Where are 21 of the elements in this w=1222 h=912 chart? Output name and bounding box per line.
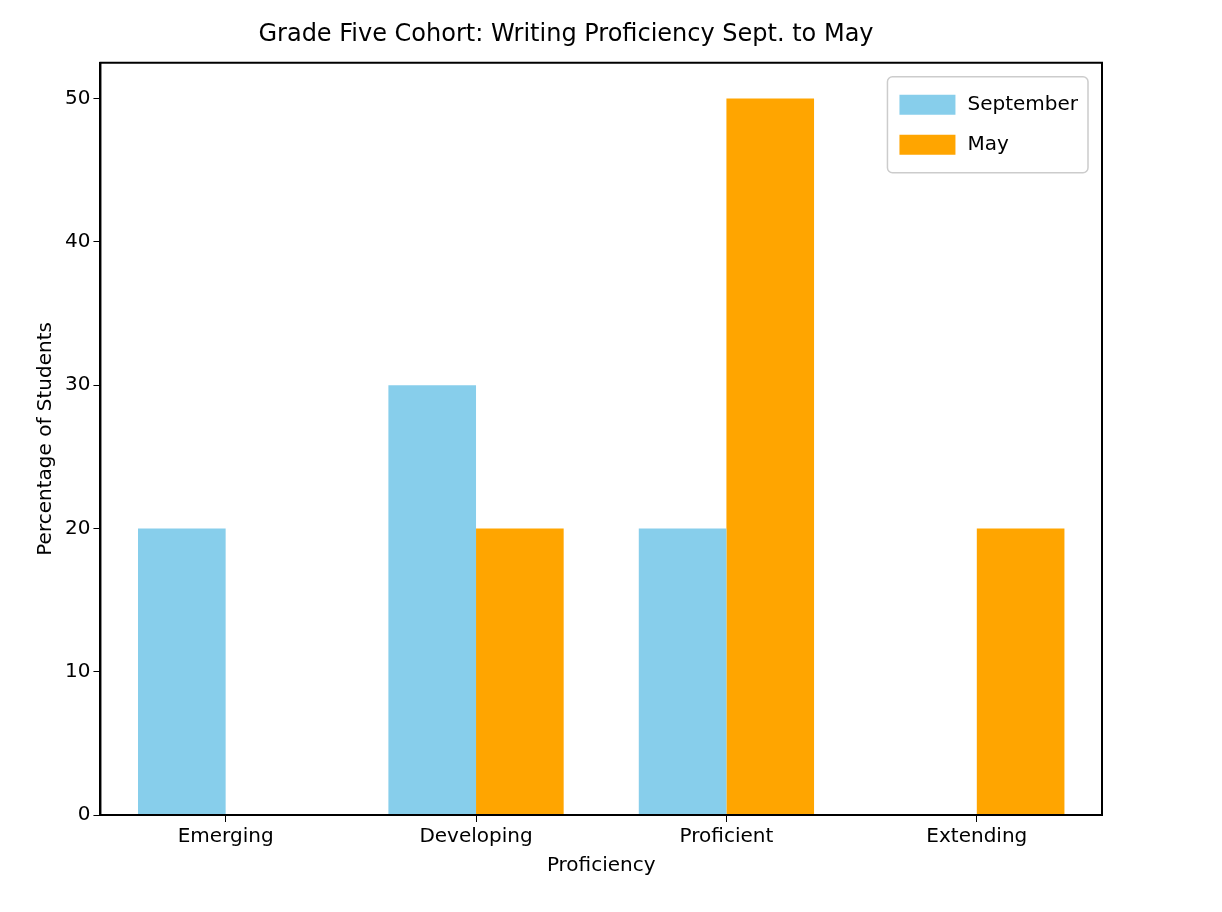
x-tick-label: Proficient: [679, 823, 774, 848]
x-tick-label: Emerging: [177, 823, 274, 848]
bar: [726, 98, 815, 815]
y-tick-label: 40: [65, 228, 91, 253]
legend-label: May: [967, 131, 1009, 155]
legend-label: September: [967, 91, 1079, 115]
bar: [138, 528, 226, 815]
bar: [976, 528, 1065, 815]
x-tick-label: Developing: [419, 823, 533, 848]
y-tick-label: 10: [65, 657, 91, 682]
y-tick-label: 0: [77, 801, 91, 826]
bar: [388, 385, 477, 815]
y-tick-label: 20: [65, 514, 91, 539]
x-tick-label: Extending: [926, 823, 1028, 848]
y-tick-label: 50: [65, 84, 91, 109]
x-axis-title: Proficiency: [546, 852, 656, 877]
bar: [638, 528, 727, 815]
bar: [476, 528, 564, 815]
y-axis-title: Percentage of Students: [32, 322, 57, 556]
chart-title: Grade Five Cohort: Writing Proficiency Sept. to May: [258, 18, 874, 47]
y-tick-label: 30: [65, 371, 91, 396]
